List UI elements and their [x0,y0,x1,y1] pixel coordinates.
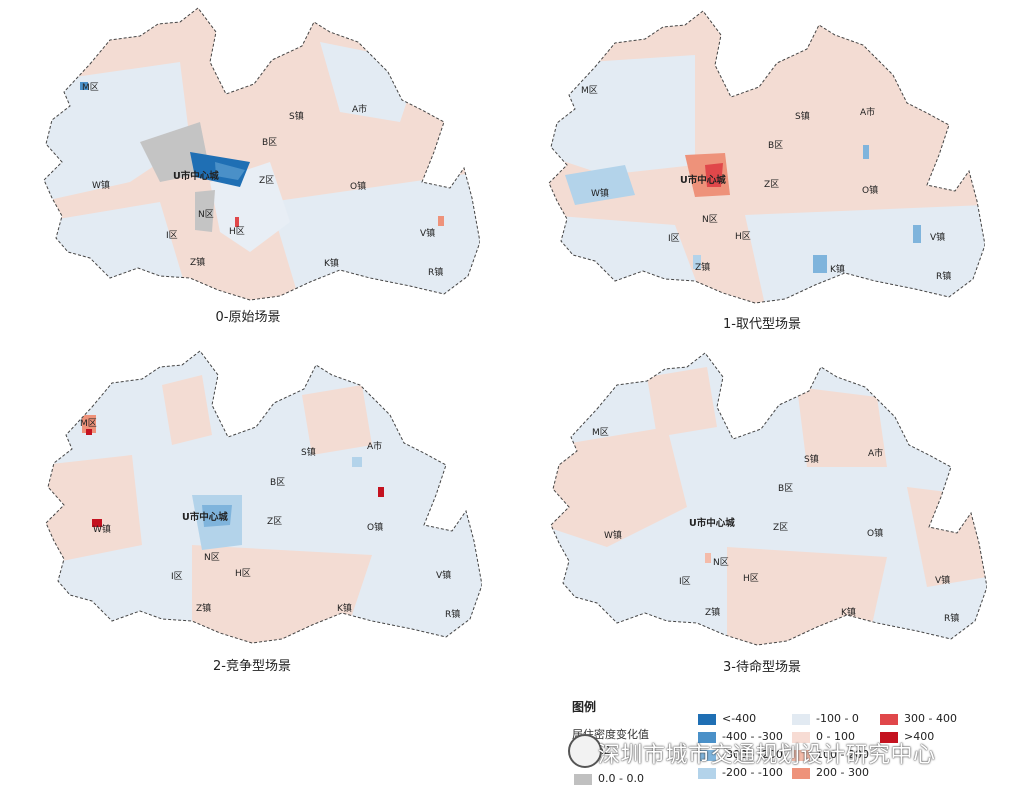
place-z: Z区 [773,523,789,533]
place-k: K镇 [324,259,339,269]
place-h: H区 [235,569,251,579]
legend-swatch-1 [698,732,716,743]
place-h: H区 [229,227,245,237]
place-a: A市 [860,108,876,118]
place-o: O镇 [350,182,367,192]
legend-label-9: >400 [904,730,935,743]
legend-label-5: 0 - 100 [816,730,855,743]
legend-swatch-2 [698,750,716,761]
place-s: S镇 [301,448,316,458]
map-panel-0: M区 A市 S镇 B区 U市中心城 Z区 W镇 O镇 N区 I区 H区 V镇 Z… [40,2,480,302]
place-zz: Z镇 [196,604,212,614]
legend-label-4: -100 - 0 [816,712,859,725]
place-v: V镇 [436,571,452,581]
place-k: K镇 [337,604,352,614]
place-o: O镇 [867,529,884,539]
panel-caption-0: 0-原始场景 [215,310,281,325]
place-i: I区 [171,572,183,582]
legend: 图例 居住密度变化值 人/km2 <-400 -400 - -300 -300 … [570,698,1010,793]
place-z: Z区 [267,517,283,527]
place-z: Z区 [259,176,275,186]
place-n: N区 [204,553,220,563]
map-2 [45,350,482,644]
place-o: O镇 [367,523,384,533]
place-r: R镇 [944,614,960,624]
place-n: N区 [702,215,718,225]
place-w: W镇 [604,531,622,541]
legend-label-1: -400 - -300 [722,730,783,743]
legend-swatch-0 [698,714,716,725]
place-b: B区 [768,141,784,151]
map-3 [550,352,987,646]
place-w: W镇 [92,181,110,191]
watermark-logo-icon [568,734,602,768]
legend-label-3: -200 - -100 [722,766,783,779]
place-a: A市 [868,449,884,459]
panel-caption-3: 3-待命型场景 [723,660,801,675]
place-m: M区 [592,428,609,438]
legend-swatch-9 [880,732,898,743]
panel-caption-1: 1-取代型场景 [723,317,801,332]
place-b: B区 [270,478,286,488]
place-z: Z区 [764,180,780,190]
place-s: S镇 [289,112,304,122]
place-v: V镇 [930,233,946,243]
place-u: U市中心城 [173,171,219,182]
place-s: S镇 [804,455,819,465]
legend-label-0: <-400 [722,712,757,725]
panel-caption-2: 2-竞争型场景 [213,659,291,674]
map-0 [43,7,480,301]
place-zz: Z镇 [190,258,206,268]
place-zz: Z镇 [705,608,721,618]
legend-swatch-6 [792,750,810,761]
place-n: N区 [713,558,729,568]
place-a: A市 [367,442,383,452]
legend-swatch-7 [792,768,810,779]
legend-label-2: -300 - -200 [722,748,783,761]
map-panel-3: M区 A市 S镇 B区 U市中心城 Z区 W镇 O镇 N区 I区 H区 V镇 Z… [547,347,987,647]
legend-title: 图例 [572,700,597,714]
place-v: V镇 [935,576,951,586]
place-w: W镇 [93,525,111,535]
place-m: M区 [82,83,99,93]
map-panel-2: M区 A市 S镇 B区 U市中心城 Z区 W镇 O镇 N区 I区 H区 V镇 Z… [42,345,482,645]
place-b: B区 [262,138,278,148]
place-k: K镇 [841,608,856,618]
place-v: V镇 [420,229,436,239]
legend-label-10: 0.0 - 0.0 [598,772,644,785]
legend-label-6: 100 - 200 [816,748,869,761]
watermark: 深圳市城市交通规划设计研究中心 [598,743,936,768]
place-zz: Z镇 [695,263,711,273]
legend-swatch-8 [880,714,898,725]
place-h: H区 [743,574,759,584]
map-panel-1: M区 A市 S镇 B区 U市中心城 Z区 W镇 O镇 N区 I区 H区 V镇 Z… [545,5,985,305]
legend-label-8: 300 - 400 [904,712,957,725]
place-u: U市中心城 [680,175,726,186]
place-n: N区 [198,210,214,220]
place-b: B区 [778,484,794,494]
place-i: I区 [166,231,178,241]
place-h: H区 [735,232,751,242]
place-s: S镇 [795,112,810,122]
place-w: W镇 [591,189,609,199]
legend-swatch-4 [792,714,810,725]
place-o: O镇 [862,186,879,196]
place-r: R镇 [428,268,444,278]
legend-swatch-3 [698,768,716,779]
place-i: I区 [679,577,691,587]
place-i: I区 [668,234,680,244]
place-r: R镇 [936,272,952,282]
place-r: R镇 [445,610,461,620]
place-m: M区 [581,86,598,96]
place-a: A市 [352,105,368,115]
legend-swatch-10 [574,774,592,785]
place-m: M区 [80,419,97,429]
map-1 [548,10,985,304]
place-k: K镇 [830,265,845,275]
place-u: U市中心城 [182,512,228,523]
legend-swatch-5 [792,732,810,743]
legend-label-7: 200 - 300 [816,766,869,779]
place-u: U市中心城 [689,518,735,529]
